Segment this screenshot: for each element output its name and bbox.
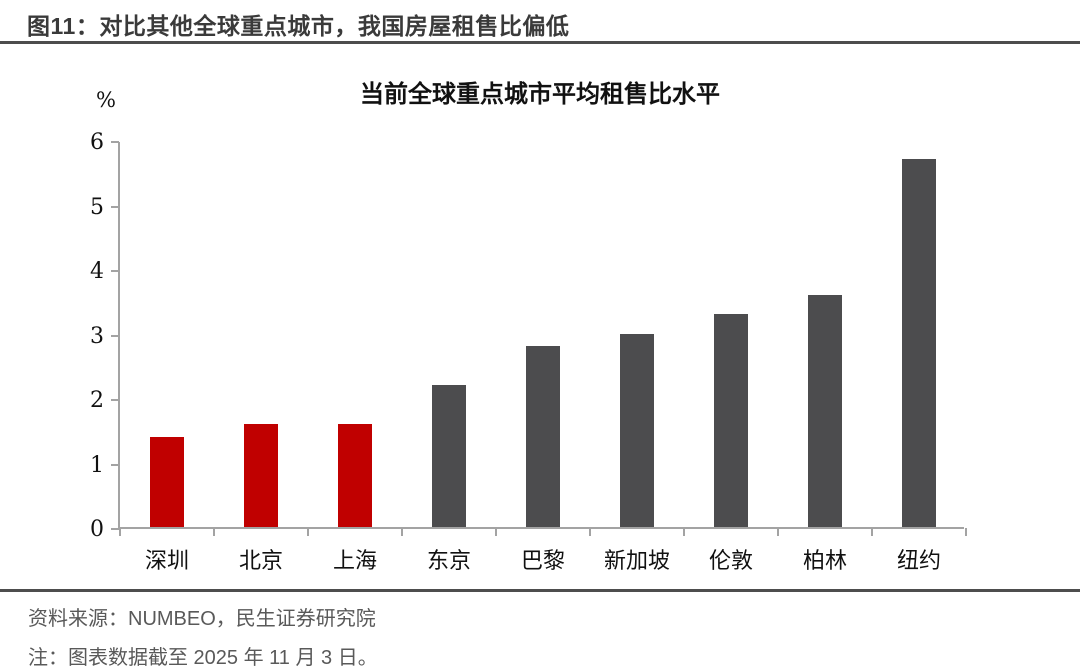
bar-tokyo [432, 385, 466, 527]
data-cutoff-note: 注：图表数据截至 2025 年 11 月 3 日。 [28, 647, 378, 669]
x-axis-label-tokyo: 东京 [426, 549, 471, 574]
x-axis-tick [401, 528, 403, 536]
x-axis-label-new-york: 纽约 [896, 549, 941, 574]
x-axis-label-singapore: 新加坡 [603, 549, 670, 574]
y-axis-label-2: 2 [90, 388, 104, 413]
y-axis-label-5: 5 [90, 194, 104, 220]
plot-area: 深圳 北京 上海 东京 巴黎 新加坡 伦敦 柏林 纽约 0 1 2 3 4 5 6 [90, 132, 967, 574]
x-axis-label-paris: 巴黎 [520, 549, 565, 574]
x-axis-tick [777, 528, 779, 536]
y-axis-label-4: 4 [90, 259, 104, 284]
y-axis-tick [111, 334, 119, 337]
x-axis-label-beijing: 北京 [238, 549, 283, 574]
bar-new-york [902, 159, 936, 527]
footer-divider [0, 589, 1080, 592]
bar-shenzhen [150, 436, 184, 527]
x-axis-tick [119, 528, 121, 536]
x-axis-label-london: 伦敦 [708, 549, 753, 574]
bar-shanghai [338, 423, 372, 527]
x-axis-tick [213, 528, 215, 536]
bar-paris [526, 346, 560, 527]
x-axis-tick [307, 528, 309, 536]
source-note: 资料来源：NUMBEO，民生证券研究院 [28, 608, 376, 630]
y-axis-label-1: 1 [90, 452, 104, 478]
y-axis-label-6: 6 [90, 130, 104, 155]
figure-title: 图11：对比其他全球重点城市，我国房屋租售比偏低 [27, 13, 570, 39]
x-axis-tick [871, 528, 873, 536]
x-axis-tick [589, 528, 591, 536]
y-axis-tick [111, 205, 119, 208]
y-axis-tick [111, 463, 119, 466]
y-axis-tick [111, 528, 119, 530]
y-axis-tick [111, 141, 119, 143]
bar-singapore [620, 333, 654, 527]
y-axis-tick [111, 270, 119, 272]
x-axis-label-berlin: 柏林 [802, 549, 847, 574]
bar-london [714, 314, 748, 527]
x-axis-tick [965, 528, 967, 536]
y-axis-label-0: 0 [90, 517, 104, 542]
chart-title: 当前全球重点城市平均租售比水平 [360, 79, 720, 108]
x-axis-label-shenzhen: 深圳 [144, 549, 189, 574]
bar-beijing [244, 423, 278, 527]
x-axis-tick [683, 528, 685, 536]
y-axis-unit-label: % [96, 88, 116, 112]
y-axis-tick [111, 399, 119, 401]
y-axis-label-3: 3 [90, 323, 104, 349]
header-divider [0, 41, 1080, 44]
bar-berlin [808, 294, 842, 527]
x-axis-label-shanghai: 上海 [332, 549, 377, 574]
x-axis-tick [495, 528, 497, 536]
